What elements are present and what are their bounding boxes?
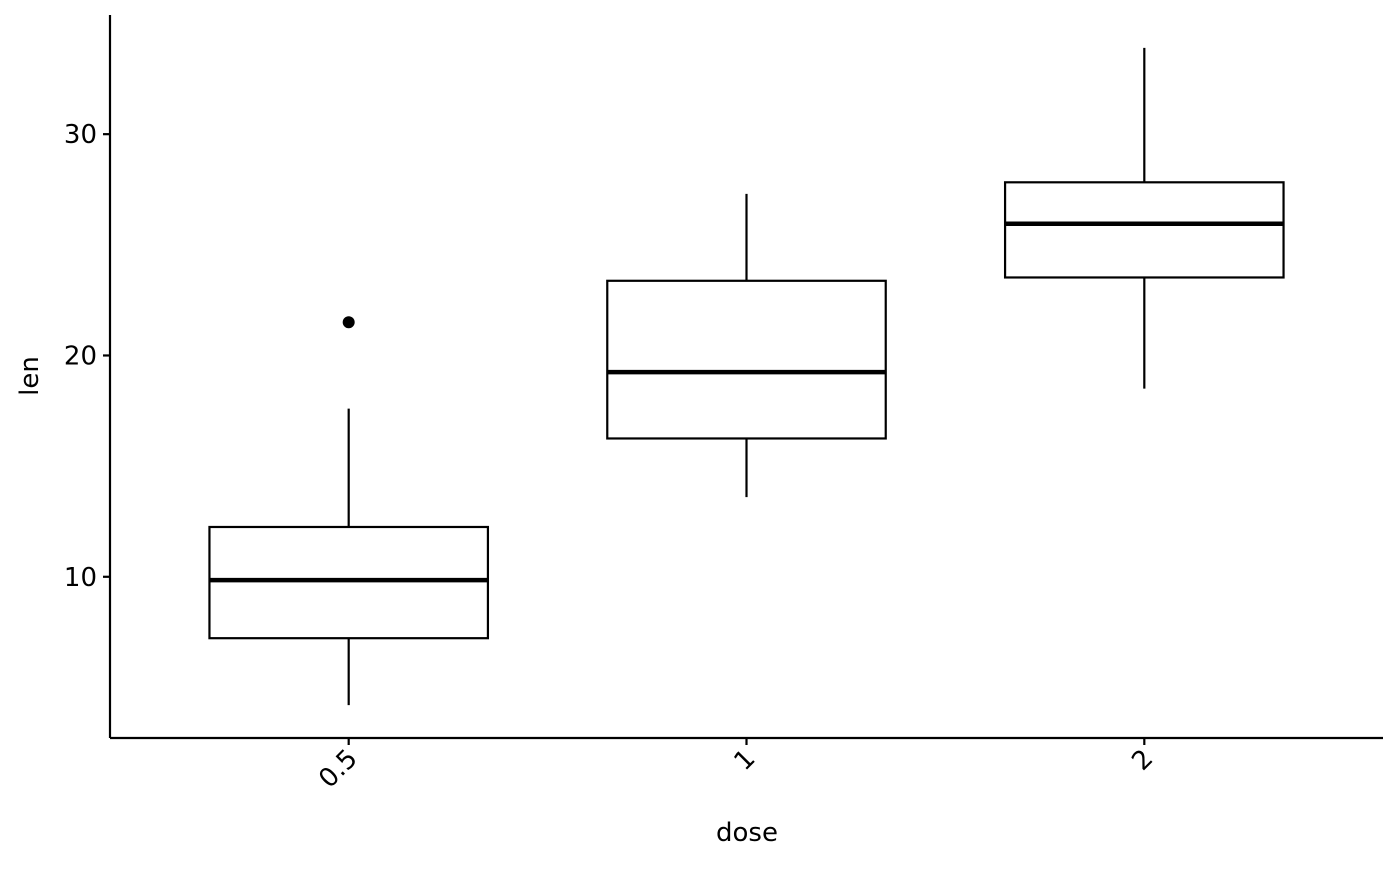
- y-tick-label: 20: [64, 341, 97, 371]
- y-axis-title: len: [15, 356, 45, 396]
- box: [208, 525, 490, 640]
- outlier: [342, 316, 355, 329]
- y-tick-label: 30: [64, 120, 97, 150]
- y-tick-label: 10: [64, 563, 97, 593]
- x-tick-label: 0.5: [313, 744, 363, 794]
- x-tick-label: 2: [1126, 744, 1159, 777]
- box: [606, 279, 887, 440]
- x-axis-title: dose: [716, 818, 778, 848]
- box: [1003, 181, 1285, 279]
- x-tick-label: 1: [729, 744, 762, 777]
